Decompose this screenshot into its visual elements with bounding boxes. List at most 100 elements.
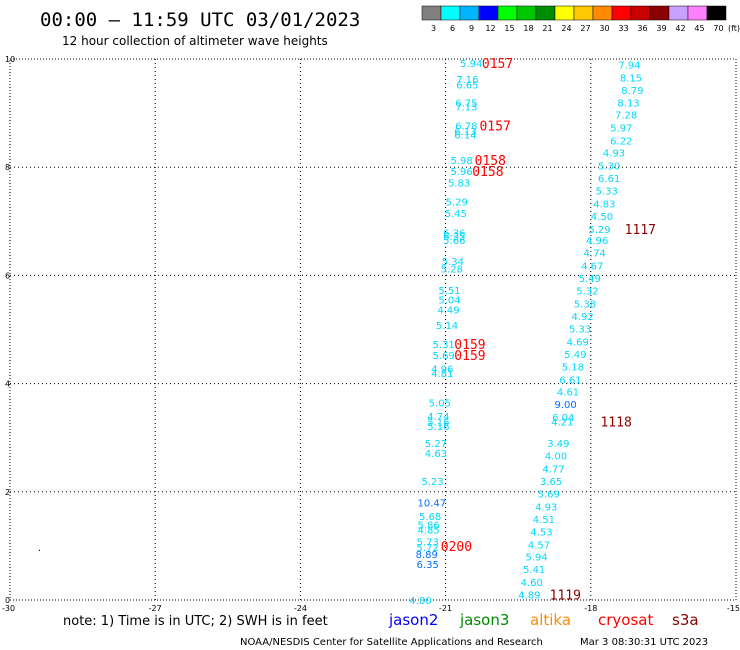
colorbar-label: 27 [580, 24, 590, 33]
colorbar-label: 70 [713, 24, 723, 33]
map-title: 00:00 – 11:59 UTC 03/01/2023 [40, 9, 360, 31]
colorbar-label: 6 [450, 24, 455, 33]
colorbar-swatch [668, 5, 689, 21]
map-dot: . [37, 544, 42, 553]
colorbar-swatch [649, 5, 670, 21]
wave-height-value: 5.05 [429, 399, 451, 410]
color-scale-legend: 3 6 9 12 15 18 21 24 27 30 33 36 39 42 45 70 (ft) [421, 5, 740, 33]
wave-height-value: 4.49 [437, 305, 459, 316]
wave-height-value: 5.72 [417, 543, 439, 554]
time-label: 1117 [625, 223, 656, 238]
colorbar-swatch [516, 5, 537, 21]
wave-height-value: 4.74 [584, 249, 606, 260]
wave-height-value: 4.21 [551, 417, 573, 428]
wave-height-value: 5.29 [446, 197, 468, 208]
time-label: 1118 [600, 415, 631, 430]
y-tick-label: 2 [5, 488, 10, 497]
wave-height-value: 4.63 [425, 449, 447, 460]
satellite-name: cryosat [598, 611, 653, 629]
wave-height-value: 6.65 [456, 80, 478, 91]
satellite-legend: jason2 jason3 altika cryosat s3a [388, 611, 699, 629]
wave-height-value: 4.85 [418, 526, 440, 537]
wave-height-value: 6.35 [417, 560, 439, 571]
colorbar-label: 30 [599, 24, 609, 33]
wave-height-value: 5.51 [438, 286, 460, 297]
axis-tick-labels: -30 -27 -24 -21 -18 -15 0 2 4 6 8 10 [2, 55, 740, 613]
wave-height-value: 5.66 [443, 236, 465, 247]
wave-height-value: 4.53 [530, 527, 552, 538]
x-tick-label: -18 [584, 604, 597, 613]
wave-height-value: 5.30 [598, 162, 620, 173]
colorbar-label: 24 [561, 24, 571, 33]
colorbar-label: 15 [504, 24, 514, 33]
wave-height-value: 5.83 [448, 178, 470, 189]
wave-height-value: 5.96 [450, 167, 472, 178]
wave-height-value: 5.97 [610, 124, 632, 135]
wave-height-value: 8.15 [620, 73, 642, 84]
wave-height-value: 7.16 [456, 75, 478, 86]
map-area [9, 58, 737, 601]
satellite-name: jason2 [388, 611, 438, 629]
wave-height-value: 6.78 [455, 122, 477, 133]
wave-height-value: 4.51 [533, 515, 555, 526]
footer-note: note: 1) Time is in UTC; 2) SWH is in fe… [63, 614, 328, 629]
wave-height-value: 5.31 [433, 340, 455, 351]
wave-height-value: 4.93 [603, 149, 625, 160]
wave-height-value: 8.89 [416, 550, 438, 561]
wave-height-value: 8.79 [621, 86, 643, 97]
time-label: 0157 [479, 120, 510, 135]
wave-height-value: 4.89 [518, 591, 540, 602]
wave-height-value: 4.83 [593, 199, 615, 210]
wave-height-value: 5.94 [525, 553, 547, 564]
wave-height-value: 5.98 [450, 156, 472, 167]
wave-height-value: 5.68 [419, 512, 441, 523]
x-tick-label: -27 [149, 604, 162, 613]
map-border [9, 58, 737, 601]
wave-height-value: 10.47 [418, 499, 447, 510]
wave-height-value: 5.49 [579, 274, 601, 285]
wave-height-value: 5.94 [460, 59, 482, 70]
colorbar-unit: (ft) [728, 24, 740, 33]
wave-height-value: 4.69 [567, 337, 589, 348]
wave-height-value: 6.13 [454, 127, 476, 138]
wave-height-value: 5.28 [441, 264, 463, 275]
wave-height-value: 4.57 [528, 540, 550, 551]
colorbar-swatch [554, 5, 575, 21]
time-label: 1119 [550, 589, 581, 604]
wave-height-value: 5.73 [417, 538, 439, 549]
colorbar-swatch [573, 5, 594, 21]
colorbar-swatch [459, 5, 480, 21]
y-tick-label: 4 [5, 380, 10, 389]
time-label: 0159 [454, 349, 485, 364]
wave-height-value: 5.16 [427, 422, 449, 433]
wave-height-value: 5.32 [576, 287, 598, 298]
wave-height-value: 4.67 [581, 262, 603, 273]
wave-height-value: 7.28 [615, 111, 637, 122]
y-tick-label: 10 [5, 55, 15, 64]
wave-height-value: 5.45 [445, 209, 467, 220]
colorbar-swatch [497, 5, 518, 21]
wave-height-value: 4.96 [586, 236, 608, 247]
wave-height-value: 5.29 [588, 225, 610, 236]
time-label: 0158 [472, 165, 503, 180]
wave-height-value: 3.49 [547, 439, 569, 450]
wave-height-value: 5.27 [425, 439, 447, 450]
x-tick-label: -21 [439, 604, 452, 613]
wave-height-value: 6.61 [598, 174, 620, 185]
colorbar-swatch [535, 5, 556, 21]
wave-height-value: 5.69 [538, 489, 560, 500]
wave-height-value: 5.33 [569, 324, 591, 335]
wave-height-value: 7.13 [455, 103, 477, 114]
colorbar-swatch [421, 5, 442, 21]
wave-height-value: 9.00 [555, 400, 577, 411]
y-tick-label: 0 [5, 596, 10, 605]
time-label: 0157 [482, 57, 513, 72]
wave-height-value: 4.92 [571, 312, 593, 323]
colorbar-label: 36 [637, 24, 647, 33]
wave-height-value: 5.04 [438, 296, 460, 307]
wave-height-value: 4.80 [409, 596, 431, 607]
wave-height-value: 6.22 [610, 137, 632, 148]
satellite-name: altika [530, 611, 571, 629]
time-label: 0158 [475, 154, 506, 169]
